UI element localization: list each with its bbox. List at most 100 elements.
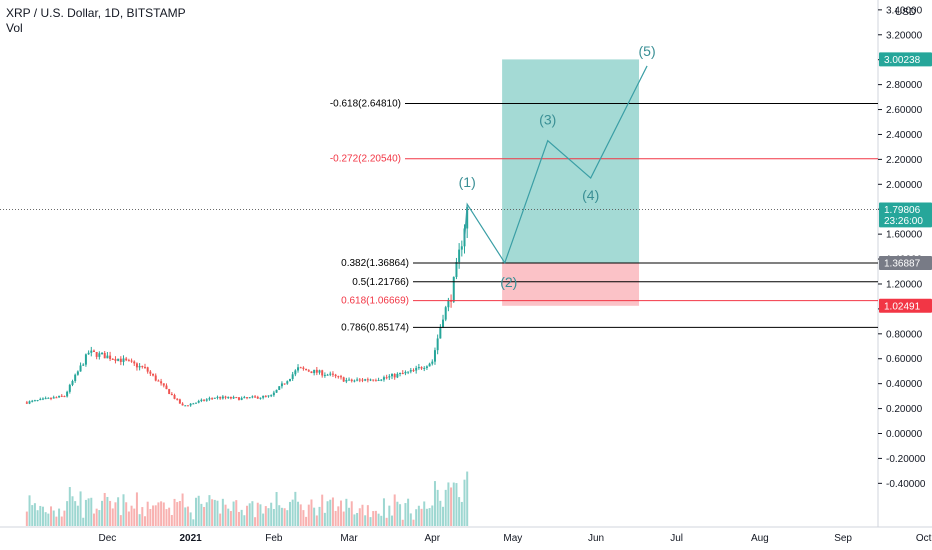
candle-2021-03-24 — [409, 370, 412, 372]
candle-2020-12-06 — [119, 358, 122, 362]
candle-2021-01-05 — [200, 399, 203, 402]
candle-2020-12-18 — [152, 373, 155, 376]
volume-bar-2020-12-28 — [178, 501, 181, 526]
volume-bar-2021-03-24 — [409, 513, 412, 526]
candle-2020-12-30 — [184, 405, 187, 407]
volume-bar-2021-04-11 — [458, 497, 461, 526]
target-price-badge — [879, 52, 932, 67]
volume-bar-2021-01-03 — [195, 497, 198, 526]
volume-bar-2020-11-24 — [87, 498, 90, 526]
volume-bar-2020-11-03 — [31, 505, 34, 526]
volume-bar-2021-02-12 — [302, 510, 305, 526]
volume-legend[interactable]: Vol — [6, 21, 23, 35]
time-label-jul: Jul — [670, 533, 683, 544]
volume-bar-2020-12-08 — [125, 502, 128, 526]
volume-bar-2021-02-05 — [283, 508, 286, 526]
candle-2020-11-04 — [33, 400, 36, 402]
candle-2021-01-08 — [208, 398, 211, 400]
volume-bar-2020-11-18 — [71, 496, 74, 526]
candle-2021-02-11 — [299, 367, 302, 369]
entry-price-badge-text: 1.36887 — [884, 258, 921, 269]
target-price-badge-text: 3.00238 — [884, 55, 921, 66]
volume-bar-2021-03-03 — [353, 514, 356, 526]
candle-2021-01-21 — [243, 397, 246, 399]
stop-price-badge-text: 1.02491 — [884, 301, 921, 312]
volume-bar-2021-02-10 — [297, 501, 300, 526]
candle-2021-02-07 — [288, 378, 291, 382]
volume-bar-2020-11-02 — [28, 495, 31, 526]
candle-2020-12-12 — [135, 363, 138, 368]
candle-2021-03-14 — [382, 377, 385, 380]
candle-2020-12-05 — [117, 358, 120, 361]
volume-bar-2021-01-02 — [192, 519, 195, 526]
candle-2021-03-16 — [388, 376, 391, 378]
candle-2021-02-14 — [307, 370, 310, 372]
candle-2021-03-11 — [374, 380, 377, 382]
stop-zone[interactable] — [502, 262, 640, 306]
volume-bar-2021-03-12 — [377, 513, 380, 526]
candle-2020-11-03 — [31, 400, 34, 402]
candle-2021-02-01 — [272, 392, 275, 396]
volume-bar-2021-01-10 — [213, 499, 216, 526]
price-tick-label-19: -0.40000 — [886, 479, 926, 490]
candle-2020-11-21 — [79, 365, 82, 372]
volume-bar-2020-12-17 — [149, 508, 152, 526]
volume-bar-2021-02-04 — [280, 507, 283, 526]
volume-bar-2021-03-10 — [372, 511, 375, 526]
volume-bar-2021-03-20 — [399, 504, 402, 526]
candle-2021-02-05 — [283, 383, 286, 385]
volume-bar-2020-11-26 — [92, 513, 95, 526]
price-tick-label-18: -0.20000 — [886, 454, 926, 465]
candle-2020-12-13 — [138, 366, 141, 368]
volume-bar-2021-01-30 — [267, 508, 270, 526]
candle-2021-03-18 — [393, 374, 396, 378]
volume-bar-2021-04-05 — [442, 506, 445, 526]
volume-bar-2021-03-13 — [380, 515, 383, 526]
volume-bar-2020-11-22 — [82, 517, 85, 526]
elliott-wave-path[interactable] — [463, 65, 648, 265]
candle-2020-11-10 — [50, 397, 53, 399]
volume-bar-2020-12-30 — [184, 507, 187, 526]
time-label-jun: Jun — [588, 533, 604, 544]
candle-2021-04-09 — [452, 276, 455, 302]
volume-bar-2020-12-31 — [186, 506, 189, 526]
candle-2020-11-20 — [76, 371, 79, 375]
last-price-badge — [879, 202, 932, 217]
volume-bar-2021-01-01 — [189, 512, 192, 526]
candle-2020-12-01 — [106, 355, 109, 359]
candle-2020-12-02 — [109, 355, 112, 359]
countdown-badge — [879, 213, 932, 228]
volume-bar-2020-11-17 — [68, 487, 71, 526]
candle-2021-03-09 — [369, 379, 372, 381]
volume-bar-2020-11-13 — [58, 508, 61, 526]
volume-bar-2021-02-01 — [272, 508, 275, 526]
volume-bar-2021-02-08 — [291, 499, 294, 526]
candle-2020-11-17 — [68, 384, 71, 392]
volume-bar-2021-03-17 — [391, 515, 394, 526]
wave-label-4: (4) — [582, 187, 599, 203]
candle-2020-12-22 — [162, 383, 165, 386]
price-tick-label-9: 1.60000 — [886, 230, 923, 241]
candle-2021-02-27 — [342, 377, 345, 382]
volume-bar-2021-02-24 — [334, 510, 337, 526]
candle-2021-02-15 — [310, 371, 313, 374]
candle-2021-03-15 — [385, 377, 388, 379]
candle-2020-12-11 — [133, 361, 136, 364]
candle-2021-04-11 — [458, 249, 461, 263]
volume-bar-2021-04-04 — [439, 500, 442, 526]
volume-bar-2020-12-29 — [181, 493, 184, 526]
volume-bar-2020-11-20 — [76, 505, 79, 526]
candle-2020-11-05 — [36, 400, 39, 402]
candle-2020-12-28 — [178, 399, 181, 404]
currency-label[interactable]: USD — [895, 7, 916, 18]
candle-2021-02-19 — [321, 370, 324, 376]
volume-bar-2020-11-12 — [55, 516, 58, 526]
volume-bar-2021-01-18 — [235, 500, 238, 526]
volume-bar-2020-11-04 — [33, 503, 36, 526]
candle-2021-03-12 — [377, 380, 380, 382]
volume-bar-2020-12-06 — [119, 515, 122, 526]
price-tick-label-1: 3.20000 — [886, 30, 923, 41]
symbol-title[interactable]: XRP / U.S. Dollar, 1D, BITSTAMP — [6, 6, 186, 20]
candle-2021-02-20 — [323, 374, 326, 376]
